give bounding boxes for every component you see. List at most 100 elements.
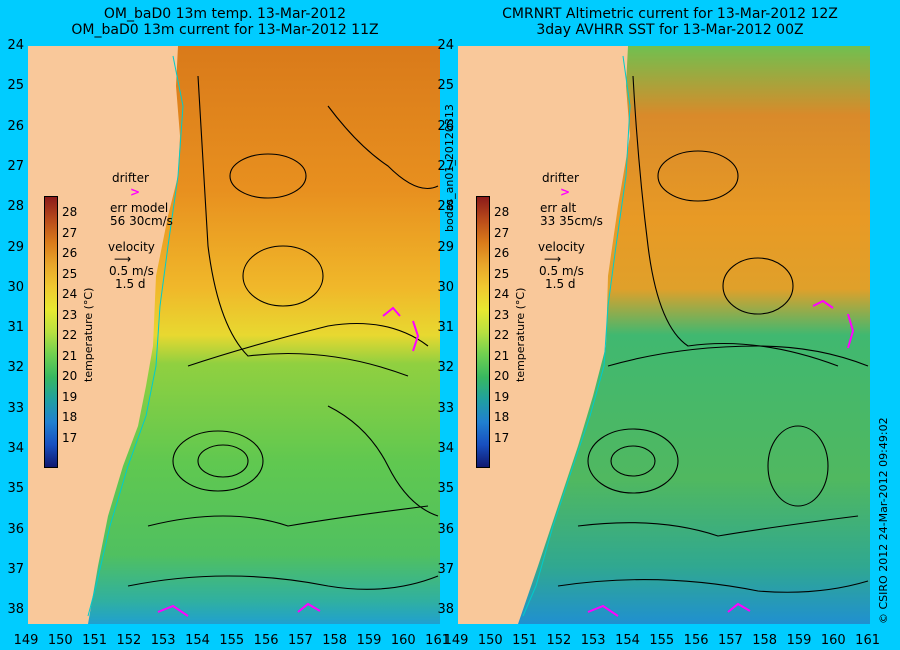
colorbar-tick-label: 27 — [62, 225, 78, 240]
longitude-tick-label: 154 — [615, 633, 640, 648]
left-map — [28, 46, 440, 624]
longitude-tick-label: 158 — [322, 633, 348, 648]
right-velocity-time: 1.5 d — [545, 277, 576, 291]
colorbar-tick-label: 18 — [62, 410, 78, 424]
longitude-tick-label: 155 — [649, 633, 675, 648]
colorbar-tick-label: 26 — [62, 246, 78, 260]
left-map-title: OM_baD0 13m temp. 13-Mar-2012 OM_baD0 13… — [10, 6, 440, 38]
longitude-tick-label: 161 — [855, 633, 880, 648]
right-drifter-arrow-icon: > — [560, 185, 571, 199]
latitude-tick-label: 28 — [7, 199, 24, 215]
colorbar-tick-label: 21 — [62, 348, 78, 363]
colorbar-tick-label: 23 — [494, 307, 510, 322]
colorbar-tick-label: 25 — [62, 266, 78, 281]
right-map-title: CMRNRT Altimetric current for 13-Mar-201… — [455, 6, 885, 38]
longitude-tick-label: 156 — [253, 633, 279, 648]
colorbar-tick-label: 22 — [494, 328, 510, 342]
right-coast-contour — [522, 55, 631, 617]
right-title-line1: CMRNRT Altimetric current for 13-Mar-201… — [502, 6, 838, 22]
left-title-line2: OM_baD0 13m current for 13-Mar-2012 11Z — [71, 22, 379, 38]
colorbar-tick-label: 23 — [62, 307, 78, 322]
latitude-tick-label: 38 — [7, 602, 24, 618]
latitude-tick-label: 31 — [437, 320, 454, 336]
left-drifter-tracks — [157, 306, 420, 617]
colorbar-tick-label: 20 — [494, 369, 510, 383]
latitude-tick-label: 25 — [7, 78, 24, 94]
colorbar-tick-label: 28 — [494, 205, 510, 219]
latitude-tick-label: 26 — [7, 118, 24, 134]
left-velocity-arrow-icon: ⟶ — [114, 252, 132, 266]
latitude-tick-label: 27 — [437, 158, 454, 174]
colorbar-tick-label: 20 — [62, 369, 78, 383]
left-title-line1: OM_baD0 13m temp. 13-Mar-2012 — [103, 6, 347, 22]
colorbar-tick-label: 22 — [62, 328, 78, 342]
longitude-tick-label: 152 — [546, 633, 572, 648]
latitude-tick-label: 34 — [437, 441, 454, 456]
left-velocity-time: 1.5 d — [115, 277, 146, 291]
colorbar-tick-label: 17 — [494, 430, 510, 445]
right-map-canvas — [458, 46, 870, 624]
latitude-tick-label: 37 — [7, 561, 24, 577]
latitude-tick-label: 26 — [437, 118, 454, 134]
latitude-tick-label: 32 — [7, 360, 24, 376]
longitude-tick-label: 157 — [287, 633, 313, 648]
longitude-tick-label: 154 — [185, 633, 210, 648]
right-land — [458, 46, 630, 624]
latitude-tick-label: 33 — [437, 400, 454, 416]
latitude-tick-label: 27 — [7, 158, 24, 174]
latitude-tick-label: 33 — [7, 400, 24, 416]
right-velocity-arrow-icon: ⟶ — [544, 252, 562, 266]
latitude-tick-label: 31 — [7, 320, 24, 336]
longitude-tick-label: 153 — [580, 633, 606, 648]
latitude-tick-label: 37 — [437, 561, 454, 577]
colorbar-tick-label: 19 — [494, 389, 510, 404]
right-drifter-tracks — [587, 299, 855, 617]
latitude-tick-label: 24 — [7, 38, 24, 53]
right-colorbar — [476, 196, 490, 468]
latitude-tick-label: 29 — [437, 239, 454, 255]
left-drifter-arrow-icon: > — [130, 185, 141, 199]
latitude-tick-label: 29 — [7, 239, 24, 255]
longitude-tick-label: 151 — [512, 633, 537, 648]
colorbar-tick-label: 24 — [62, 287, 78, 301]
longitude-tick-label: 152 — [116, 633, 142, 648]
colorbar-tick-label: 17 — [62, 430, 78, 445]
left-current-streamlines — [127, 75, 439, 590]
latitude-tick-label: 36 — [437, 521, 454, 537]
colorbar-tick-label: 26 — [494, 246, 510, 260]
right-err-label: err alt — [540, 201, 577, 215]
left-err-label: err model — [110, 201, 169, 215]
right-err-value: 33 35cm/s — [540, 214, 603, 228]
latitude-tick-label: 28 — [437, 199, 454, 215]
right-current-streamlines — [557, 75, 869, 593]
left-land — [28, 46, 180, 624]
left-map-canvas — [28, 46, 440, 624]
right-map — [458, 46, 870, 624]
latitude-tick-label: 34 — [7, 441, 24, 456]
left-err-value: 56 30cm/s — [110, 214, 173, 228]
right-colorbar-label: temperature (°C) — [514, 287, 527, 382]
latitude-tick-label: 24 — [437, 38, 454, 53]
longitude-tick-label: 150 — [47, 633, 73, 648]
longitude-tick-label: 161 — [425, 633, 450, 648]
longitude-tick-label: 151 — [82, 633, 107, 648]
left-drifter-label: drifter — [112, 171, 149, 185]
latitude-tick-label: 35 — [7, 481, 24, 497]
right-title-line2: 3day AVHRR SST for 13-Mar-2012 00Z — [536, 22, 804, 38]
right-velocity-scale: 0.5 m/s — [539, 264, 584, 278]
latitude-tick-label: 36 — [7, 521, 24, 537]
colorbar-tick-label: 28 — [62, 205, 78, 219]
longitude-tick-label: 156 — [683, 633, 709, 648]
latitude-tick-label: 25 — [437, 78, 454, 94]
left-velocity-label: velocity — [108, 240, 155, 254]
latitude-tick-label: 38 — [437, 602, 454, 618]
copyright-timestamp-text: © CSIRO 2012 24-Mar-2012 09:49:02 — [877, 417, 890, 624]
longitude-tick-label: 159 — [786, 633, 812, 648]
latitude-tick-label: 32 — [437, 360, 454, 376]
colorbar-tick-label: 21 — [494, 348, 510, 363]
longitude-tick-label: 158 — [752, 633, 778, 648]
left-coast-contour — [87, 55, 184, 617]
longitude-tick-label: 160 — [390, 633, 416, 648]
longitude-tick-label: 150 — [477, 633, 503, 648]
longitude-tick-label: 149 — [443, 633, 469, 648]
